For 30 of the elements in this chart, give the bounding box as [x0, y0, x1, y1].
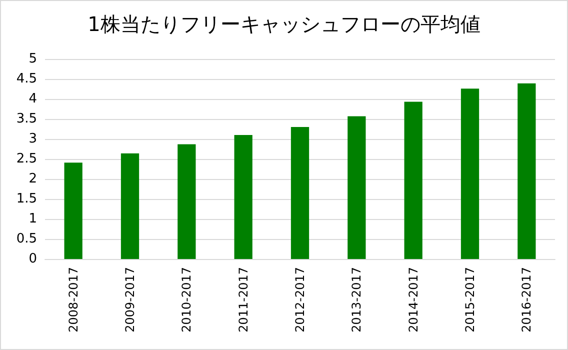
x-tick-label: 2011-2017	[236, 267, 250, 332]
bar	[290, 127, 310, 259]
chart-title: 1株当たりフリーキャッシュフローの平均値	[88, 12, 480, 36]
y-tick-label: 5	[28, 52, 37, 66]
bar	[404, 102, 422, 259]
y-tick-label: 0.5	[16, 232, 37, 246]
x-tick-label: 2016-2017	[520, 267, 534, 332]
bar	[348, 116, 366, 259]
x-tick-label: 2010-2017	[180, 267, 194, 332]
x-tick-label: 2008-2017	[66, 267, 80, 332]
x-tick-label: 2014-2017	[406, 267, 420, 332]
y-tick-label: 1	[28, 212, 37, 226]
y-tick-label: 3	[28, 132, 37, 146]
bar	[64, 162, 82, 259]
x-tick-label: 2015-2017	[463, 267, 477, 332]
y-tick-label: 2	[28, 172, 37, 186]
bar	[460, 88, 480, 259]
y-tick-label: 4	[28, 92, 37, 106]
y-tick-label: 0	[28, 252, 37, 266]
bar	[120, 153, 140, 259]
y-tick-label: 2.5	[16, 152, 37, 166]
bar	[234, 135, 252, 259]
bar	[518, 83, 536, 259]
y-tick-label: 3.5	[16, 112, 37, 126]
x-tick-label: 2013-2017	[350, 267, 364, 332]
y-tick-label: 1.5	[16, 192, 37, 206]
x-tick-label: 2012-2017	[293, 267, 307, 332]
bar	[178, 144, 196, 259]
y-tick-label: 4.5	[16, 72, 37, 86]
x-tick-label: 2009-2017	[123, 267, 137, 332]
